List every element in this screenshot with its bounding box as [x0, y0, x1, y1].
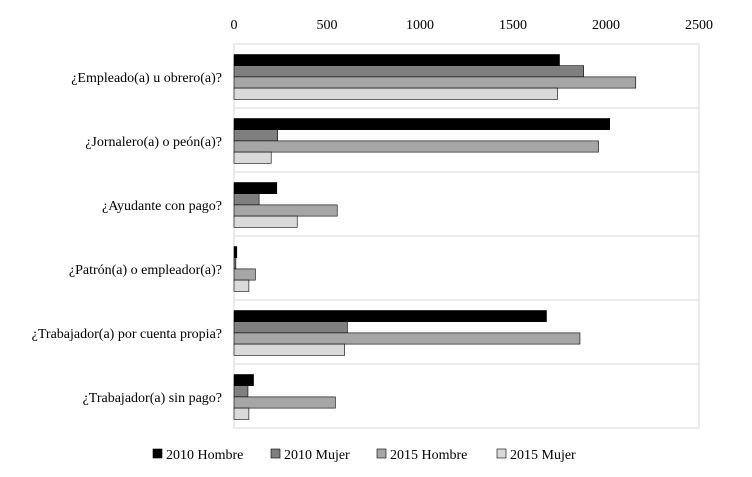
bar-2010-mujer [233, 385, 249, 398]
bar-2015-hombre [233, 396, 336, 409]
bar-2010-mujer [233, 129, 279, 142]
legend-label: 2010 Mujer [284, 448, 350, 463]
category-label: ¿Jornalero(a) o peón(a)? [85, 135, 222, 150]
bar-2015-mujer [233, 279, 250, 292]
bar-2015-mujer [233, 343, 345, 356]
legend-swatch [496, 448, 507, 459]
category-label: ¿Patrón(a) o empleador(a)? [69, 263, 222, 278]
legend-label: 2015 Hombre [390, 448, 467, 463]
bar-2015-mujer [233, 151, 272, 164]
bar-2010-hombre [233, 182, 278, 194]
legend-swatch [270, 448, 281, 459]
category-label: ¿Trabajador(a) sin pago? [83, 391, 222, 406]
bar-2015-mujer [233, 215, 298, 228]
x-tick-label: 2000 [592, 18, 620, 33]
x-tick-label: 0 [231, 18, 238, 33]
bar-2010-hombre [233, 54, 560, 66]
category-label: ¿Empleado(a) u obrero(a)? [71, 71, 222, 86]
category-label: ¿Ayudante con pago? [102, 199, 222, 214]
bar-2010-hombre [233, 246, 238, 258]
bar-2010-hombre [233, 118, 611, 130]
bar-2015-hombre [233, 76, 637, 89]
bar-2010-hombre [233, 374, 254, 386]
bar-2010-hombre [233, 310, 547, 322]
bar-2015-hombre [233, 332, 581, 345]
legend-label: 2015 Mujer [510, 448, 576, 463]
legend-label: 2010 Hombre [166, 448, 243, 463]
bar-2015-mujer [233, 407, 250, 420]
x-tick-label: 2500 [685, 18, 713, 33]
bar-2010-mujer [233, 321, 348, 334]
x-tick-label: 1000 [406, 18, 434, 33]
bar-2010-mujer [233, 193, 260, 206]
x-tick-label: 500 [317, 18, 338, 33]
bar-2015-mujer [233, 87, 558, 100]
bar-2010-mujer [233, 65, 584, 78]
legend-swatch [376, 448, 387, 459]
bar-2015-hombre [233, 140, 599, 153]
category-label: ¿Trabajador(a) por cuenta propia? [32, 327, 222, 342]
legend-swatch [152, 448, 163, 459]
bar-2015-hombre [233, 204, 338, 217]
bar-2015-hombre [233, 268, 256, 281]
x-tick-label: 1500 [499, 18, 527, 33]
bar-2010-mujer [233, 257, 237, 270]
